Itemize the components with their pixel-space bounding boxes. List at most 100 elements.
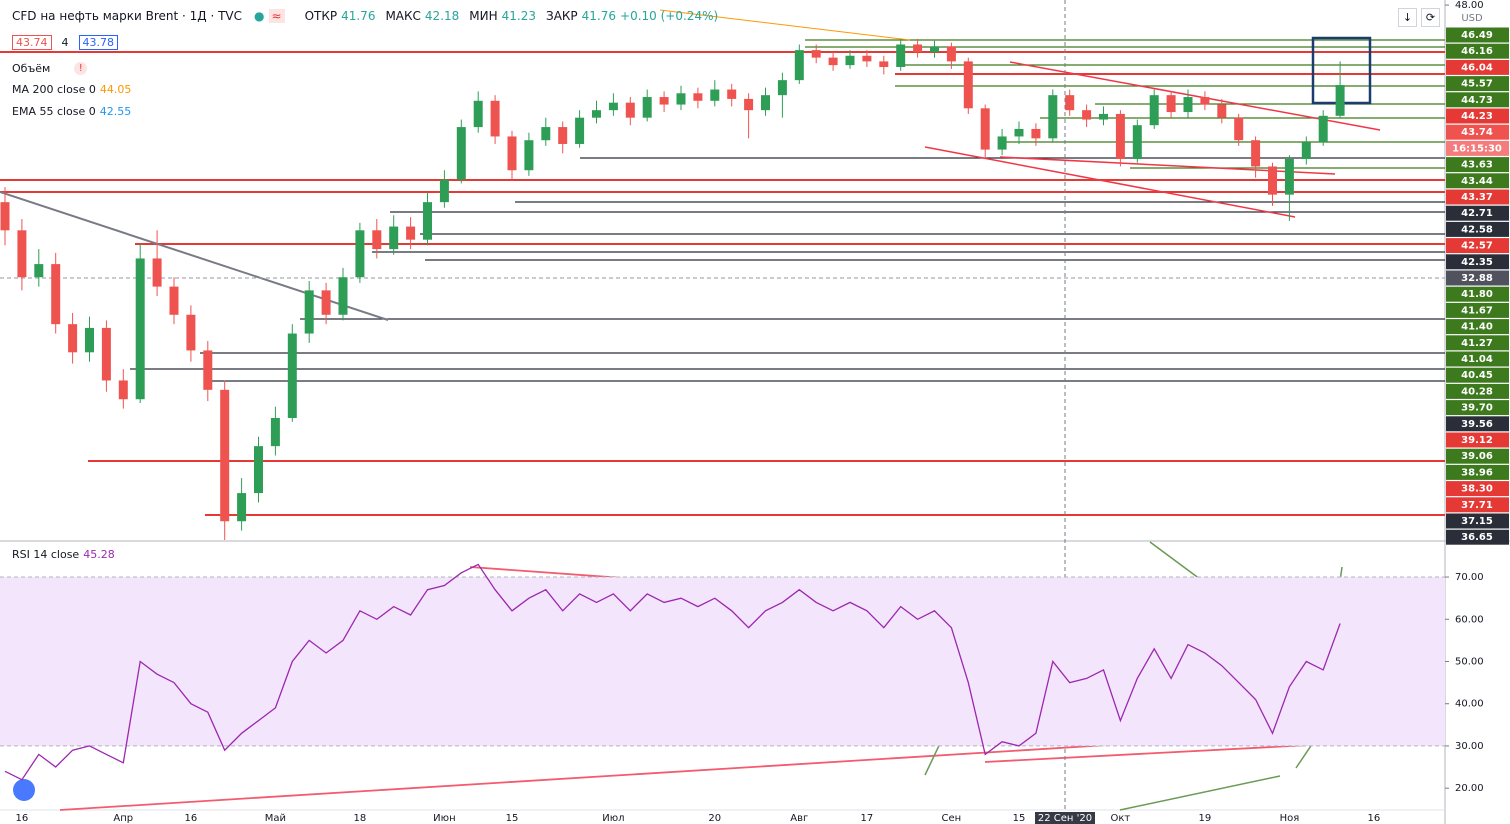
ohlc-key: ОТКР — [304, 9, 338, 23]
candle-body — [304, 290, 314, 334]
candle-body — [1065, 95, 1075, 111]
price-label-box — [1446, 221, 1509, 237]
candle-body — [558, 127, 568, 144]
candle-body — [1234, 117, 1244, 141]
price-label-box — [1446, 335, 1509, 351]
price-label: 38.30 — [1461, 484, 1493, 495]
price-label-box — [1446, 59, 1509, 75]
y-tick-label: 48.00 — [1455, 0, 1484, 11]
trend-line — [999, 156, 1336, 175]
candle-body — [68, 324, 78, 353]
candle-body — [608, 102, 618, 111]
y-tick-label: 70.00 — [1455, 572, 1484, 583]
indicator-row: Объём! — [12, 62, 88, 75]
scroll-button[interactable]: ↓ — [1398, 8, 1417, 27]
x-tick-label: 16 — [1368, 813, 1381, 824]
candle-body — [592, 110, 601, 118]
price-label: 39.56 — [1461, 419, 1493, 430]
candle-body — [1301, 142, 1311, 159]
x-tick-label: 16 — [185, 813, 198, 824]
change: +0.10 (+0.24%) — [620, 9, 719, 23]
price-label: 41.04 — [1461, 354, 1493, 365]
bid[interactable]: 43.74 — [12, 35, 52, 50]
candle-body — [1099, 113, 1108, 120]
price-label-box — [1446, 43, 1509, 59]
candle-body — [34, 264, 44, 278]
drawn-levels — [0, 51, 1445, 516]
symbol-title: CFD на нефть марки Brent · 1Д · TVC — [12, 9, 243, 23]
candle-body — [118, 380, 128, 400]
ohlc-key: МАКС — [385, 9, 421, 23]
price-label-box — [1446, 302, 1509, 318]
crosshair-date-box — [1035, 812, 1095, 824]
x-tick-label: 16 — [16, 813, 29, 824]
price-label: 40.45 — [1461, 370, 1493, 381]
candle-body — [1082, 110, 1092, 120]
crosshair-date: 22 Сен '20 — [1038, 813, 1092, 824]
price-label: 41.80 — [1461, 289, 1493, 300]
candle-body — [625, 102, 635, 118]
spread: 4 — [61, 36, 69, 49]
candle-body — [575, 117, 585, 144]
price-label-box — [1446, 481, 1509, 497]
price-label: 46.04 — [1461, 62, 1493, 73]
candle-body — [963, 61, 973, 109]
candle-body — [372, 230, 382, 250]
reset-button[interactable]: ⟳ — [1421, 8, 1440, 27]
rsi-line — [4, 563, 1341, 781]
candle-body — [254, 446, 263, 494]
candle-body — [169, 286, 179, 315]
price-label-box — [1446, 319, 1509, 335]
candle-body — [777, 80, 787, 96]
candle-body — [507, 136, 517, 171]
price-label: 39.70 — [1461, 403, 1493, 414]
candle-body — [1335, 85, 1345, 116]
x-tick-label: 15 — [506, 813, 519, 824]
price-label: 44.23 — [1461, 111, 1493, 122]
price-label-box — [1446, 157, 1509, 173]
candle-body — [997, 136, 1007, 150]
price-label: 42.57 — [1461, 241, 1493, 252]
candle-body — [439, 179, 449, 203]
price-label-box — [1446, 416, 1509, 432]
price-label: 32.88 — [1461, 273, 1493, 284]
drawn-line — [1119, 775, 1281, 811]
y-tick-label: 40.00 — [1455, 699, 1484, 710]
x-tick-label: 20 — [708, 813, 721, 824]
x-tick-label: Авг — [790, 813, 808, 824]
candle-body — [946, 46, 956, 62]
candle-body — [1115, 113, 1125, 159]
y-tick-label: 20.00 — [1455, 783, 1484, 794]
candle-body — [642, 97, 652, 118]
ohlc-value: 42.18 — [424, 9, 460, 23]
candle-body — [456, 127, 466, 180]
price-label: 37.15 — [1461, 516, 1493, 527]
candle-body — [220, 389, 230, 522]
candle-body — [1166, 95, 1176, 113]
candle-body — [524, 140, 534, 171]
candle-body — [473, 100, 483, 128]
indicator-name: EMA 55 close 0 — [12, 105, 96, 118]
candle-body — [727, 89, 737, 99]
warning-icon[interactable]: ! — [74, 62, 88, 75]
status-icon: ≈ — [268, 9, 285, 23]
price-label-box — [1446, 383, 1509, 399]
candle-body — [930, 46, 939, 52]
candle-body — [744, 98, 754, 111]
trend-line — [924, 146, 1296, 218]
candle-body — [676, 93, 686, 105]
price-label-box — [1446, 173, 1509, 189]
ask[interactable]: 43.78 — [78, 35, 118, 50]
price-label: 41.40 — [1461, 322, 1493, 333]
price-label: 39.12 — [1461, 435, 1493, 446]
price-label-box — [1446, 189, 1509, 205]
candle-body — [203, 350, 213, 390]
candle-body — [761, 95, 770, 111]
x-tick-label: Ноя — [1280, 813, 1300, 824]
y-tick-label: 30.00 — [1455, 741, 1484, 752]
price-label: 42.35 — [1461, 257, 1493, 268]
ohlc-value: 41.76 — [341, 9, 376, 23]
price-label: 16:15:30 — [1452, 143, 1502, 154]
price-label: 43.63 — [1461, 160, 1493, 171]
